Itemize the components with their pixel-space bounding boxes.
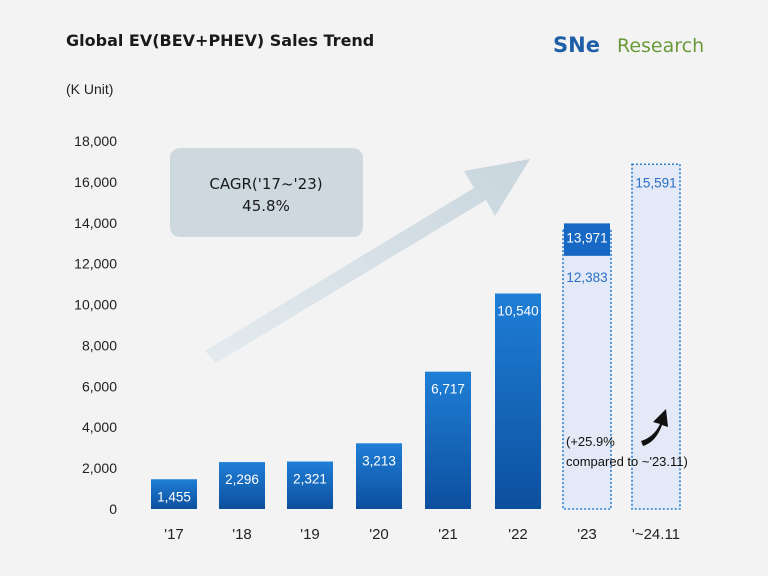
bar: [356, 443, 402, 509]
bar-value-label: 2,321: [293, 472, 327, 487]
y-unit-label: (K Unit): [66, 81, 113, 97]
bar: [151, 479, 197, 509]
projection-value-label: 12,383: [566, 270, 607, 285]
logo-research-text: Research: [617, 35, 704, 57]
y-axis-ticks: 0 2,000 4,000 6,000 8,000 10,000 12,000 14,000 1…: [74, 133, 117, 517]
x-tick-label: '~24.11: [632, 526, 680, 543]
bar-value-label: 13,971: [566, 230, 607, 245]
projection-value-label: 15,591: [635, 175, 676, 190]
bar-value-label: 1,455: [157, 489, 191, 504]
y-tick-label: 0: [109, 501, 117, 517]
sne-research-logo: SNe Research: [553, 33, 704, 57]
y-tick-label: 2,000: [82, 460, 117, 476]
y-tick-label: 12,000: [74, 256, 117, 272]
chart-title: Global EV(BEV+PHEV) Sales Trend: [66, 31, 374, 50]
x-tick-label: '18: [232, 526, 252, 543]
growth-percent: (+25.9%: [566, 434, 615, 449]
bar-value-label: 6,717: [431, 382, 465, 397]
cagr-value: 45.8%: [242, 197, 290, 215]
y-tick-label: 4,000: [82, 419, 117, 435]
x-tick-label: '22: [508, 526, 528, 543]
cagr-label: CAGR('17~'23): [209, 175, 322, 193]
cagr-annotation: CAGR('17~'23) 45.8%: [170, 148, 363, 237]
growth-compare: compared to ~'23.11): [566, 454, 688, 469]
bar-value-label: 10,540: [497, 304, 538, 319]
projection-bars: [562, 163, 681, 510]
trend-arrow: [205, 159, 530, 363]
x-tick-label: '17: [164, 526, 184, 543]
y-tick-label: 10,000: [74, 297, 117, 313]
bar: [287, 461, 333, 509]
bar: [219, 462, 265, 509]
logo-sne-text: SNe: [553, 33, 600, 57]
x-tick-label: '20: [369, 526, 389, 543]
growth-arrow-icon: [641, 409, 668, 446]
y-tick-label: 18,000: [74, 133, 117, 149]
bar: [425, 371, 471, 509]
bar-value-labels: 1,455 2,296 2,321 3,213 6,717 10,540 13,971 12,…: [157, 175, 677, 504]
y-tick-label: 14,000: [74, 215, 117, 231]
y-tick-label: 16,000: [74, 174, 117, 190]
sales-bars: [151, 223, 610, 509]
bar: [564, 223, 610, 256]
x-tick-label: '21: [438, 526, 458, 543]
bar-value-label: 3,213: [362, 453, 396, 468]
x-axis-ticks: '17 '18 '19 '20 '21 '22 '23 '~24.11: [164, 526, 680, 543]
y-tick-label: 8,000: [82, 337, 117, 353]
y-tick-label: 6,000: [82, 378, 117, 394]
bar-value-label: 2,296: [225, 472, 259, 487]
bar: [495, 293, 541, 509]
cagr-box: [170, 148, 363, 237]
projection-bar: [631, 163, 681, 510]
x-tick-label: '19: [300, 526, 320, 543]
x-tick-label: '23: [577, 526, 597, 543]
growth-annotation: (+25.9% compared to ~'23.11): [566, 409, 688, 469]
